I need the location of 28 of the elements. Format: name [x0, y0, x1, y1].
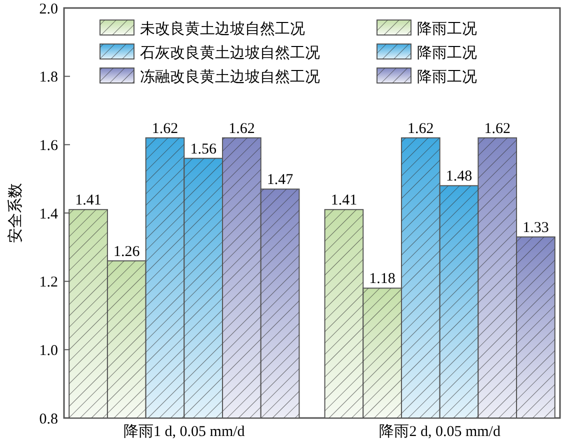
legend-label: 降雨工况 [417, 44, 477, 62]
data-label: 1.47 [266, 172, 294, 188]
legend-label: 未改良黄土边坡自然工况 [140, 20, 305, 38]
data-label: 1.41 [330, 192, 358, 209]
data-label: 1.62 [152, 120, 178, 137]
legend-label: 降雨工况 [417, 68, 477, 86]
y-axis-title: 安全系数 [7, 183, 24, 243]
data-label: 1.62 [408, 120, 434, 137]
data-label: 1.33 [522, 220, 549, 236]
y-tick-label: 1.2 [39, 274, 58, 291]
data-label: 1.62 [484, 120, 510, 137]
y-tick-label: 1.0 [39, 342, 58, 359]
legend-label: 冻融改良黄土边坡自然工况 [140, 68, 320, 86]
y-tick-label: 1.8 [39, 70, 58, 86]
y-tick-label: 1.4 [39, 206, 58, 222]
data-label: 1.48 [446, 168, 472, 185]
y-tick-label: 1.6 [39, 138, 58, 154]
y-tick-label: 0.8 [39, 411, 58, 428]
data-label: 1.62 [228, 120, 255, 137]
legend-label: 石灰改良黄土边坡自然工况 [140, 44, 320, 62]
data-label: 1.41 [75, 192, 102, 209]
data-label: 1.18 [369, 271, 396, 288]
data-label: 1.56 [190, 141, 217, 158]
x-tick-label: 降雨2 d, 0.05 mm/d [379, 423, 501, 440]
y-tick-label: 2.0 [39, 1, 58, 18]
x-tick-label: 降雨1 d, 0.05 mm/d [124, 423, 246, 440]
data-label: 1.26 [114, 244, 140, 260]
legend-label: 降雨工况 [417, 20, 477, 38]
